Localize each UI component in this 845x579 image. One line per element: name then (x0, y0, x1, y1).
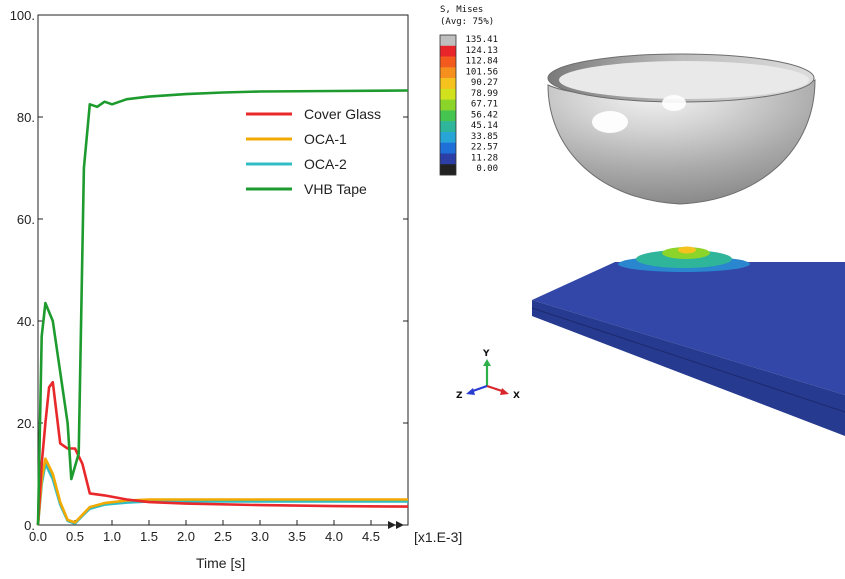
colorbar-subtitle: (Avg: 75%) (440, 17, 494, 27)
colorbar-cell (440, 35, 456, 47)
plate-model (531, 246, 845, 436)
x-tick-label: 2.5 (214, 529, 232, 544)
legend-label-cover-glass: Cover Glass (304, 106, 381, 122)
colorbar-cell (440, 110, 456, 122)
contact-zone-peak (678, 246, 696, 254)
colorbar-cell (440, 45, 456, 57)
triad-y-label: Y (482, 349, 490, 359)
colorbar-label: 33.85 (471, 132, 498, 142)
plate-top (532, 262, 845, 395)
colorbar-label: 135.41 (465, 35, 498, 45)
colorbar-cell (440, 142, 456, 154)
colorbar-cell (440, 131, 456, 143)
triad-z-label: Z (456, 391, 463, 401)
hemisphere-inner (559, 61, 809, 99)
axis-ticks: 0.0 0.5 1.0 1.5 2.0 2.5 3.0 3.5 4.0 4.5 0. 20. 40. 60… (10, 8, 408, 544)
x-axis-end-arrow (388, 521, 404, 529)
y-tick-label: 40. (17, 314, 35, 329)
colorbar-label: 11.28 (471, 153, 498, 163)
y-tick-label: 100. (10, 8, 35, 23)
x-tick-label: 3.5 (288, 529, 306, 544)
colorbar-cell (440, 99, 456, 111)
x-tick-label: 4.5 (362, 529, 380, 544)
triad-x-label: X (513, 391, 520, 401)
colorbar-label: 56.42 (471, 110, 498, 120)
hemisphere-highlight (592, 111, 628, 133)
colorbar-label: 90.27 (471, 78, 498, 88)
colorbar-label: 112.84 (465, 57, 498, 67)
hemisphere-highlight-2 (662, 95, 686, 111)
colorbar-title: S, Mises (440, 5, 483, 15)
triad-z-arrowhead (466, 388, 475, 395)
legend: Cover Glass OCA-1 OCA-2 VHB Tape (246, 106, 381, 197)
colorbar-label: 101.56 (465, 67, 498, 77)
colorbar-label: 124.13 (465, 46, 498, 56)
colorbar-cell (440, 153, 456, 165)
y-tick-label: 0. (24, 518, 35, 533)
colorbar-label: 22.57 (471, 143, 498, 153)
hemisphere-model (547, 53, 816, 205)
triad-x-arrowhead (500, 388, 509, 395)
colorbar: S, Mises (Avg: 75%) 135.41124.13112.8410… (439, 5, 498, 176)
x-axis-label: Time [s] (196, 555, 245, 571)
colorbar-label: 78.99 (471, 89, 498, 99)
x-tick-label: 1.5 (140, 529, 158, 544)
triad-y-arrowhead (483, 359, 491, 366)
x-tick-label: 4.0 (325, 529, 343, 544)
y-tick-label: 20. (17, 416, 35, 431)
series-line-cover-glass (36, 380, 409, 526)
x-tick-label: 0.0 (29, 529, 47, 544)
colorbar-label: 45.14 (471, 121, 498, 131)
series-line-vhb-tape (36, 89, 409, 526)
x-tick-label: 1.0 (103, 529, 121, 544)
coordinate-triad: Y X Z (456, 349, 520, 401)
x-tick-label: 2.0 (177, 529, 195, 544)
legend-label-vhb-tape: VHB Tape (304, 181, 367, 197)
x-tick-label: 0.5 (66, 529, 84, 544)
legend-label-oca-2: OCA-2 (304, 156, 347, 172)
colorbar-label: 0.00 (476, 164, 498, 174)
x-tick-label: 3.0 (251, 529, 269, 544)
x-axis-multiplier: [x1.E-3] (414, 529, 462, 545)
colorbar-cell (440, 164, 456, 176)
colorbar-label: 67.71 (471, 100, 498, 110)
colorbar-cell (440, 56, 456, 68)
colorbar-border (439, 34, 457, 176)
y-tick-label: 60. (17, 212, 35, 227)
y-tick-label: 80. (17, 110, 35, 125)
series-line-oca-1 (36, 457, 408, 526)
plate-edge (531, 307, 845, 413)
colorbar-cell (440, 121, 456, 133)
legend-label-oca-1: OCA-1 (304, 131, 347, 147)
colorbar-cell (440, 67, 456, 79)
colorbar-cell (440, 78, 456, 90)
series-lines (36, 89, 409, 526)
colorbar-cell (440, 88, 456, 100)
